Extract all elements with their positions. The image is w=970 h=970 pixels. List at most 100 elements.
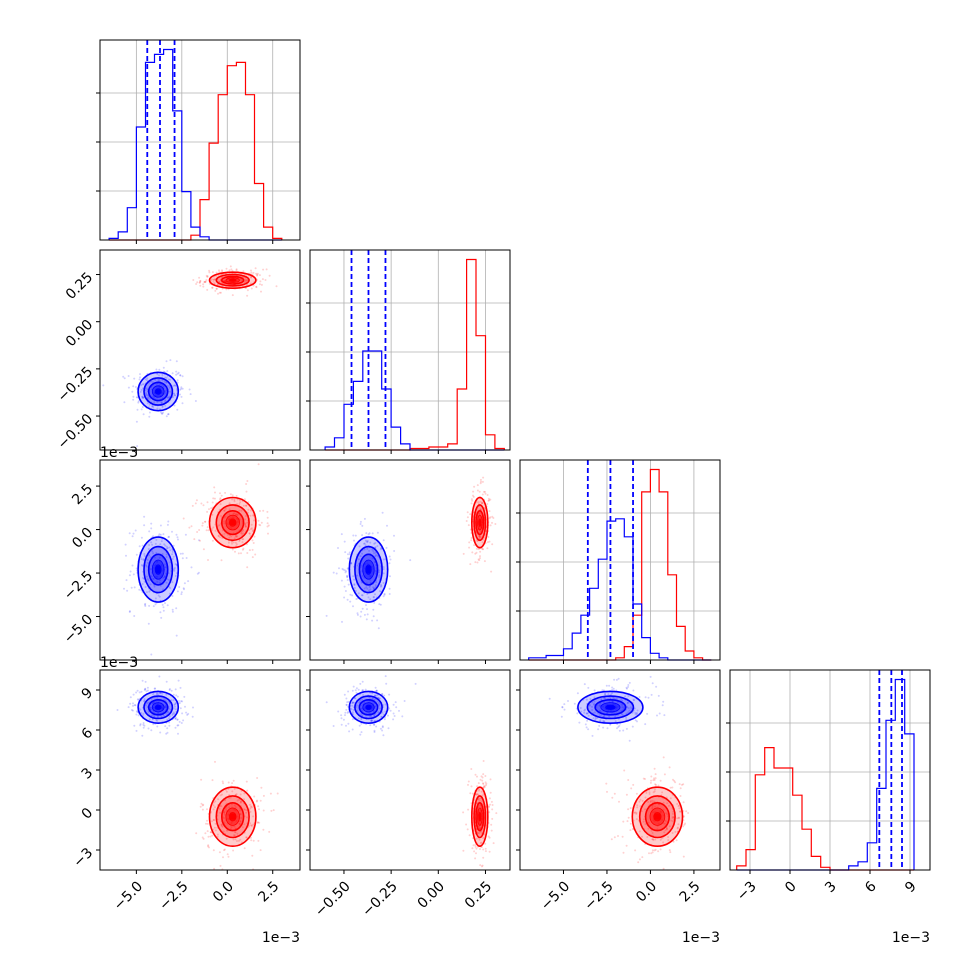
- scatter-point: [218, 851, 221, 854]
- panel-frame: [309, 459, 511, 661]
- scatter-point: [232, 516, 235, 519]
- scatter-point: [239, 838, 242, 841]
- scatter-point: [388, 555, 391, 558]
- scatter-point: [161, 603, 164, 606]
- scatter-point: [204, 280, 207, 283]
- scatter-point: [168, 724, 171, 727]
- scatter-point: [367, 533, 370, 536]
- scatter-point: [222, 811, 225, 814]
- scatter-point: [382, 539, 385, 542]
- scatter-point: [484, 492, 487, 495]
- scatter-point: [226, 829, 228, 832]
- scatter-point: [256, 274, 259, 277]
- scatter-point: [250, 523, 253, 526]
- scatter-point: [648, 852, 650, 855]
- scatter-point: [490, 823, 493, 826]
- scatter-point: [470, 498, 473, 501]
- scatter-point: [414, 682, 417, 685]
- scatter-point: [181, 387, 184, 390]
- scatter-point: [669, 797, 672, 800]
- scatter-point: [633, 707, 636, 710]
- x-tick-label: −0.50: [312, 878, 354, 920]
- scatter-point: [621, 706, 624, 709]
- scatter-point: [258, 523, 261, 526]
- scatter-point: [174, 702, 177, 705]
- scatter-point: [135, 713, 138, 716]
- scatter-point: [168, 721, 171, 724]
- scatter-point: [143, 554, 146, 557]
- scatter-point: [471, 792, 474, 795]
- scatter-point: [484, 775, 487, 777]
- scatter-point: [635, 812, 638, 815]
- scatter-point: [682, 783, 685, 786]
- scatter-point: [361, 524, 364, 527]
- scatter-point: [231, 542, 233, 545]
- scatter-point: [141, 564, 144, 567]
- scatter-point: [219, 811, 222, 814]
- scatter-point: [168, 702, 171, 705]
- scatter-point: [125, 579, 128, 582]
- scatter-point: [170, 699, 173, 702]
- scatter-point: [200, 502, 203, 505]
- scatter-point: [145, 591, 148, 594]
- scatter-point: [240, 509, 243, 512]
- scatter-point: [367, 596, 370, 599]
- scatter-point: [149, 706, 152, 709]
- scatter-point: [171, 550, 174, 553]
- scatter-point: [606, 727, 609, 730]
- scatter-point: [355, 691, 358, 694]
- scatter-point: [476, 484, 479, 487]
- scatter-point: [375, 690, 378, 693]
- scatter-point: [660, 811, 663, 813]
- scatter-point: [131, 564, 134, 567]
- scatter-point: [215, 287, 218, 290]
- scatter-point: [388, 707, 391, 710]
- scatter-point: [147, 689, 149, 692]
- scatter-point: [130, 709, 133, 711]
- scatter-point: [135, 396, 138, 399]
- scatter-point: [371, 697, 374, 700]
- scatter-point: [359, 523, 362, 525]
- scatter-point: [325, 701, 328, 704]
- scatter-point: [482, 837, 485, 839]
- scatter-point: [676, 817, 679, 820]
- scatter-point: [654, 805, 656, 808]
- scatter-point: [253, 535, 256, 538]
- scatter-point: [182, 517, 185, 520]
- scatter-point: [158, 691, 161, 694]
- scatter-point: [365, 604, 367, 607]
- scatter-point: [361, 689, 364, 692]
- scatter-point: [671, 786, 674, 789]
- scatter-point: [647, 827, 650, 830]
- scatter-point: [651, 682, 654, 685]
- scatter-point: [214, 760, 216, 763]
- scatter-point: [489, 791, 492, 794]
- scatter-point: [235, 517, 238, 520]
- histogram-blue-series: [108, 48, 282, 241]
- scatter-point: [166, 731, 169, 734]
- scatter-point: [485, 782, 488, 785]
- scatter-point: [116, 709, 119, 711]
- scatter-point: [240, 531, 243, 534]
- x-offset-label: 1e−3: [262, 930, 300, 946]
- scatter-point: [383, 694, 386, 697]
- scatter-point: [583, 711, 586, 714]
- scatter-point: [366, 562, 369, 565]
- scatter-point: [257, 805, 260, 808]
- scatter-point: [158, 374, 161, 377]
- scatter-point: [357, 592, 360, 595]
- scatter-point: [196, 572, 199, 575]
- scatter-point: [227, 813, 230, 816]
- scatter-point: [176, 695, 179, 698]
- scatter-point: [142, 576, 144, 579]
- density-peak-cell: [654, 813, 661, 820]
- scatter-point: [627, 816, 630, 819]
- scatter-point: [583, 709, 586, 712]
- scatter-point: [219, 864, 222, 867]
- scatter-point: [478, 788, 480, 791]
- scatter-point: [233, 512, 236, 515]
- scatter-point: [368, 712, 370, 715]
- scatter-point: [467, 808, 470, 811]
- scatter-point: [141, 734, 144, 737]
- scatter-point: [184, 705, 186, 708]
